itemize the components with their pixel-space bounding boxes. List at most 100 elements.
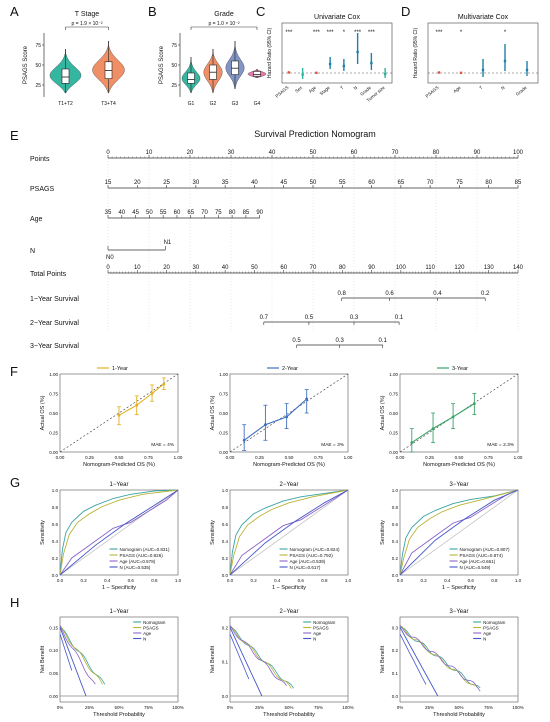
nomogram-tick-label: 55 — [339, 180, 346, 186]
forest-c-category-label: T — [339, 85, 345, 91]
dca-xtick-label: 100% — [172, 705, 184, 710]
nomogram-tick-label: 70 — [310, 265, 317, 271]
nomogram-row-label: N — [30, 248, 35, 255]
dca-treat-all — [229, 627, 263, 697]
roc-title: 1−Year — [110, 482, 129, 488]
dca-curve — [229, 633, 250, 680]
nomogram-tick-label: 90 — [256, 210, 263, 216]
calibration-xtick-label: 0.50 — [115, 455, 124, 460]
nomogram-tick-label: 20 — [163, 265, 170, 271]
calibration-legend-label: 1-Year — [112, 366, 128, 372]
nomogram-tick-label: 0 — [106, 150, 110, 156]
roc-ylabel: Sensitivity — [380, 520, 386, 545]
calibration-panel-1: 1-Year MAE = 4% 0.00 0.25 0.50 0.75 1.00 0.00 0.… — [40, 366, 183, 468]
calibration-xlabel: Nomogram-Predicted OS (%) — [253, 462, 325, 468]
calibration-diagonal — [229, 373, 349, 453]
calibration-frame — [399, 373, 519, 453]
dca-xtick-label: 50% — [114, 705, 123, 710]
roc-ylabel: Sensitivity — [40, 520, 46, 545]
roc-xtick-label: 0.0 — [227, 578, 234, 583]
panel-letter-h: H — [10, 595, 19, 610]
forest-c-frame — [281, 22, 393, 84]
nomogram-tick-label: 0.3 — [350, 315, 359, 321]
calibration-xtick-label: 0.75 — [144, 455, 153, 460]
nomogram-tick-label: 75 — [215, 210, 222, 216]
nomogram-tick-label: 85 — [515, 180, 522, 186]
forest-c-title: Univariate Cox — [314, 14, 360, 21]
calibration-xtick-label: 0.00 — [226, 455, 235, 460]
roc-legend-label: Age (AUC=0.661) — [460, 559, 496, 564]
nomogram-tick-label: 0.6 — [385, 291, 394, 297]
dca-xtick-label: 0% — [227, 705, 234, 710]
dca-ytick-label: 0.15 — [49, 625, 58, 630]
roc-xtick-label: 1.0 — [345, 578, 352, 583]
forest-d-signif: *** — [435, 30, 443, 36]
roc-ytick-label: 0.2 — [392, 556, 399, 561]
forest-c-point — [342, 64, 346, 68]
dca-legend-label: Age — [483, 631, 492, 636]
violin-a-pvalue: p = 1.9 × 10⁻² — [72, 21, 103, 27]
roc-ytick-label: 0.6 — [392, 522, 399, 527]
dca-xtick-label: 0% — [397, 705, 404, 710]
roc-xtick-label: 0.6 — [468, 578, 475, 583]
dca-ytick-label: 0.2 — [222, 625, 229, 630]
roc-legend-label: PSAGS (AUC=0.792) — [290, 553, 334, 558]
forest-c-signif: *** — [368, 30, 376, 36]
violin-b-ytick-label: 25 — [171, 83, 177, 89]
forest-c-point — [383, 72, 387, 76]
dca-curve — [399, 625, 481, 692]
panel-letter-a: A — [10, 4, 19, 19]
nomogram-tick-label: 30 — [193, 180, 200, 186]
nomogram-tick-label: N0 — [106, 255, 114, 261]
violin-a-ytick-label: 50 — [35, 63, 41, 69]
forest-c-signif: * — [343, 30, 346, 36]
nomogram-row-label: Total Points — [30, 271, 67, 278]
nomogram-tick-label: 90 — [368, 265, 375, 271]
nomogram-tick-label: 80 — [485, 180, 492, 186]
panel-letter-d: D — [401, 4, 410, 19]
dca-ytick-label: 0.00 — [49, 694, 58, 699]
dca-xtick-label: 0% — [57, 705, 64, 710]
calibration-ytick-label: 0.50 — [389, 411, 398, 416]
forest-c-point — [301, 73, 304, 76]
dca-xlabel: Threshold Probability — [93, 712, 145, 718]
nomogram-tick-label: 0.4 — [433, 291, 442, 297]
forest-c-ylabel: Hazard Ratio (95% CI) — [267, 28, 273, 79]
nomogram-tick-label: 50 — [310, 150, 317, 156]
dca-curve — [59, 626, 106, 685]
roc-ytick-label: 0.6 — [222, 522, 229, 527]
roc-ytick-label: 0.8 — [222, 505, 229, 510]
forest-d-point — [525, 68, 529, 72]
nomogram-tick-label: 50 — [251, 265, 258, 271]
roc-frame — [399, 489, 519, 576]
roc-xtick-label: 0.8 — [151, 578, 158, 583]
nomogram-tick-label: 90 — [474, 150, 481, 156]
nomogram-tick-label: 80 — [433, 150, 440, 156]
violin-a-category-label: T1+T2 — [58, 101, 73, 107]
dca-ytick-label: 0.2 — [392, 648, 399, 653]
violin-b-box — [187, 72, 195, 84]
nomogram-tick-label: 20 — [134, 180, 141, 186]
dca-treat-all — [399, 627, 439, 697]
dca-legend-label: PSAGS — [313, 625, 329, 630]
roc-curve — [229, 489, 349, 576]
roc-legend-label: N (AUC=0.535) — [120, 565, 151, 570]
roc-panel-1: 1−Year Nomogram (AUC=0.831)PSAGS (AUC=0.8… — [40, 482, 182, 591]
nomogram-tick-label: 0.8 — [338, 291, 347, 297]
nomogram-tick-label: 70 — [201, 210, 208, 216]
nomogram-row-label: PSAGS — [30, 186, 54, 193]
nomogram-tick-label: 140 — [513, 265, 524, 271]
dca-legend-label: N — [483, 636, 486, 641]
forest-d-signif: * — [504, 30, 507, 36]
panel-letter-c: C — [256, 4, 265, 19]
nomogram-tick-label: 35 — [105, 210, 112, 216]
forest-c-category-label: Sex — [294, 84, 304, 93]
forest-d-title: Multivariate Cox — [458, 14, 509, 21]
dca-legend-label: Nomogram — [313, 620, 336, 625]
calibration-ytick-label: 0.75 — [389, 392, 398, 397]
violin-b-box — [253, 71, 261, 77]
dca-ytick-label: 0.05 — [49, 671, 58, 676]
calibration-xtick-label: 0.00 — [56, 455, 65, 460]
